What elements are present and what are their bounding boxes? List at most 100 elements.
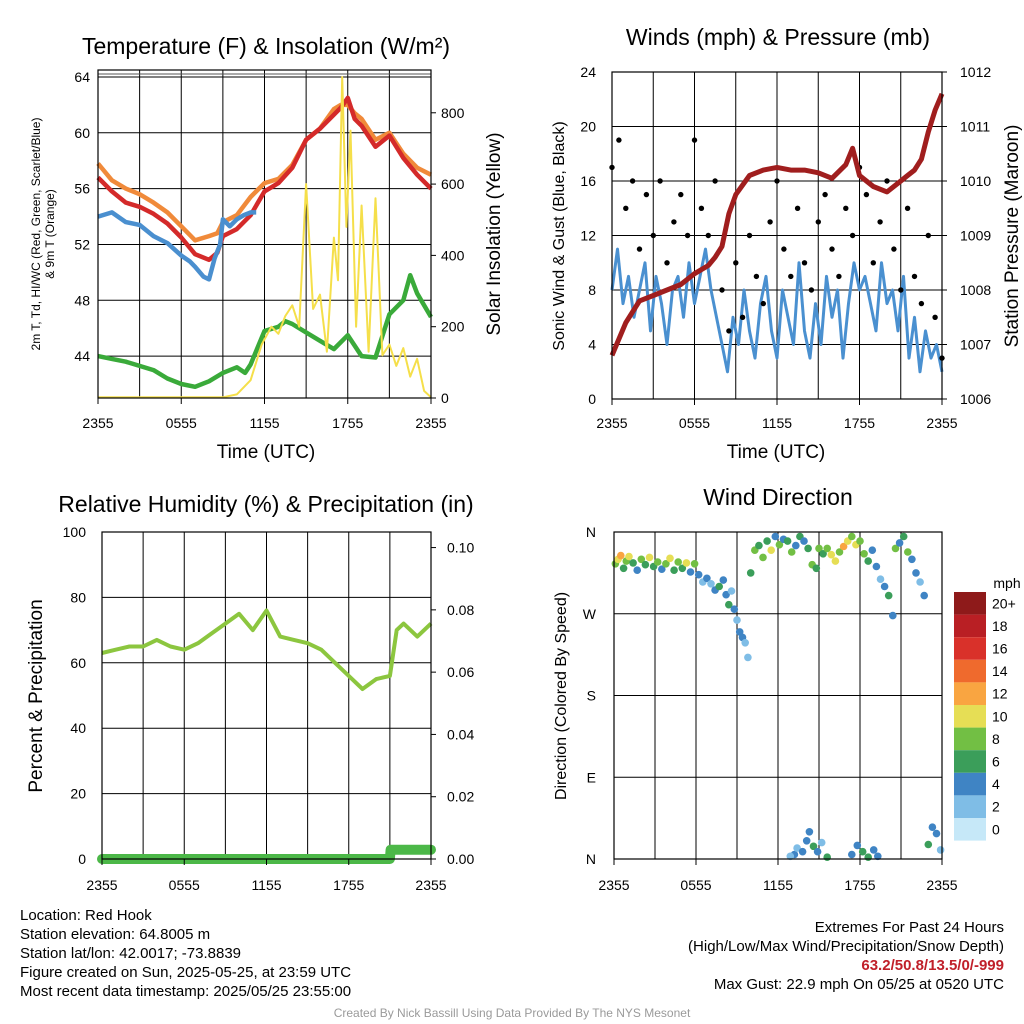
temp-xtick-label: 1755 [332,415,363,431]
extremes-box: Extremes For Past 24 Hours (High/Low/Max… [688,918,1004,994]
station-elevation: Station elevation: 64.8005 m [20,926,211,943]
wind-ytick-label: 12 [580,228,596,244]
wind-gust-point [829,246,835,252]
dir-point [868,546,877,554]
temp-panel: 44 48 52 56 60 64 0 200 400 600 800 2355 0555 1155 175… [29,33,505,463]
dir-point [800,537,808,545]
dir-point [798,847,807,856]
rh-ytick-label: 0 [78,851,86,867]
dir-point [793,844,801,852]
dir-point [874,852,882,861]
wind-gust-point [808,287,815,293]
temp-y2tick-label: 800 [441,105,465,121]
wind-ytick-label: 0 [588,391,596,407]
dir-point [653,558,662,566]
dir-ytick-label: W [583,606,597,622]
rh-xtick-label: 2355 [86,877,117,893]
wind-y2label: Station Pressure (Maroon) [1002,125,1023,348]
wind-y2tick-label: 1008 [960,282,991,298]
dir-point [880,582,889,591]
colorbar-label: 4 [992,776,1000,792]
dir-point [815,544,823,553]
dir-point [763,537,771,545]
wind-gust-point [629,178,636,184]
dir-point [633,566,641,574]
colorbar-label: 16 [992,641,1008,657]
station-info: Location: Red Hook Station elevation: 64… [20,906,351,1001]
wind-ytick-label: 24 [580,64,596,80]
colorbar-label: 0 [992,821,1000,837]
wind-gust-point [884,178,890,184]
rh-y2tick-label: 0.08 [447,602,474,618]
wind-gust-point [925,232,931,239]
dir-point [916,578,924,586]
dir-ytick-label: S [587,688,596,704]
rh-ylabel: Percent & Precipitation [26,599,47,792]
dir-point [819,550,827,558]
dir-point [730,605,739,613]
dir-point [625,552,633,561]
colorbar-swatch [954,659,986,683]
dir-point [932,829,941,838]
wind-gust-point [739,314,746,320]
temp-series-line-1 [96,95,433,263]
dir-point [848,532,856,541]
dir-ytick-label: E [587,769,596,785]
dir-point [645,553,654,562]
wind-y2tick-label: 1007 [960,337,991,353]
temp-xtick-label: 2355 [415,415,446,431]
wind-gust-point [836,273,842,280]
wind-gust-point [712,178,718,184]
temp-series-line-4 [98,76,432,399]
wind-gust-point [616,137,622,143]
rh-ytick-label: 20 [70,786,86,802]
wind-gust-point [733,260,739,266]
wind-xtick-label: 1155 [762,415,792,431]
colorbar-label: 18 [992,618,1008,634]
dir-point [831,557,840,565]
dir-xtick-label: 2355 [598,877,629,893]
wind-y2tick-label: 1009 [960,228,991,244]
rh-ytick-label: 100 [63,524,87,540]
dir-point [682,559,691,567]
temp-xtick-label: 2355 [82,415,113,431]
wind-gust-point [719,287,725,293]
wind-gust-point [918,300,925,307]
temp-ytick-label: 48 [74,292,90,308]
colorbar-label: 8 [992,731,1000,747]
colorbar-label: 6 [992,754,1000,770]
colorbar-swatch [954,750,986,773]
temp-xlabel: Time (UTC) [217,442,316,463]
rh-panel: 0 20 40 60 80 100 0.00 0.02 0.04 0.06 0.08 0.10 2355… [26,491,474,893]
wind-gust-point [643,191,650,198]
wind-gust-point [760,300,766,307]
dir-point [719,576,728,584]
wind-title: Winds (mph) & Pressure (mb) [626,24,930,50]
extremes-values: 63.2/50.8/13.5/0/-999 [861,957,1004,974]
wind-gust-point [726,328,732,334]
dir-point [637,555,646,564]
wind-gust-point [891,246,897,252]
dir-point [629,559,637,567]
rh-y2tick-label: 0.06 [447,664,474,680]
dir-point [872,562,881,571]
dir-point [856,537,864,545]
temp-series-line-2 [97,210,257,282]
wind-ytick-label: 4 [588,337,596,353]
temp-xtick-label: 1155 [249,415,279,431]
dir-point [920,591,928,600]
station-latlon: Station lat/lon: 42.0017; -73.8839 [20,945,242,962]
rh-ytick-label: 40 [70,720,86,736]
dir-point [746,569,755,577]
dir-point [722,590,730,599]
wind-gust-point [815,219,821,225]
figure-created: Figure created on Sun, 2025-05-25, at 23… [20,964,352,981]
colorbar-swatch [954,614,986,638]
wind-ytick-label: 8 [588,282,596,298]
rh-ytick-label: 60 [70,655,86,671]
extremes-title: Extremes For Past 24 Hours [814,919,1004,936]
rh-title: Relative Humidity (%) & Precipitation (i… [58,491,473,517]
dir-point [912,569,920,577]
